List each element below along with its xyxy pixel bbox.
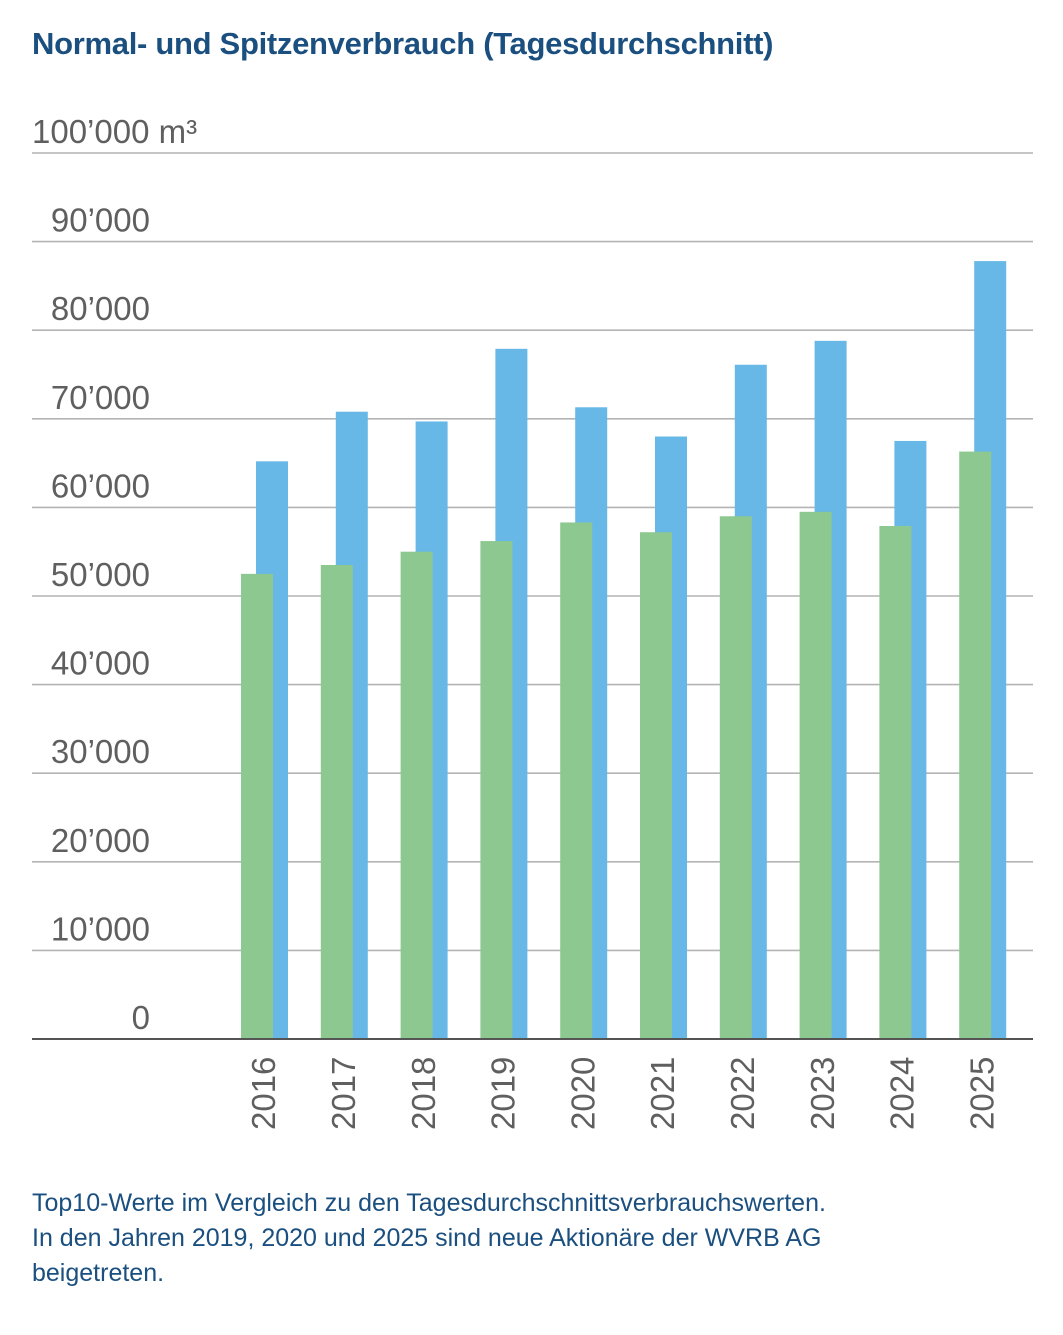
chart-title: Normal- und Spitzenverbrauch (Tagesdurch… xyxy=(32,26,774,61)
y-tick-label: 90’000 xyxy=(51,202,150,239)
bar-normal-2020 xyxy=(560,522,593,1039)
bar-normal-2016 xyxy=(241,573,273,1039)
x-tick-label: 2024 xyxy=(884,1057,921,1130)
y-tick-label: 10’000 xyxy=(51,910,150,947)
caption-line-2: In den Jahren 2019, 2020 und 2025 sind n… xyxy=(32,1224,822,1252)
y-tick-label: 30’000 xyxy=(51,733,150,770)
bar-normal-2021 xyxy=(640,532,672,1039)
x-tick-label: 2022 xyxy=(724,1057,761,1130)
bar-normal-2025 xyxy=(959,451,992,1039)
x-tick-label: 2016 xyxy=(245,1057,282,1130)
chart-caption: Top10-Werte im Vergleich zu den Tagesdur… xyxy=(32,1186,1032,1291)
bars xyxy=(241,261,1007,1040)
caption-line-1: Top10-Werte im Vergleich zu den Tagesdur… xyxy=(32,1189,826,1217)
bar-normal-2023 xyxy=(799,511,832,1040)
y-tick-label: 20’000 xyxy=(51,822,150,859)
x-axis-labels: 2016 2017 2018 2019 2020 2021 2022 2023 2024 2025 xyxy=(245,1057,1000,1130)
y-tick-label: 60’000 xyxy=(51,467,150,504)
x-tick-label: 2019 xyxy=(485,1057,522,1130)
x-tick-label: 2023 xyxy=(804,1057,841,1130)
gridlines xyxy=(32,152,1033,952)
y-tick-label: 100’000 m³ xyxy=(32,113,197,150)
caption-line-3: beigetreten. xyxy=(32,1259,165,1287)
bar-chart: 0 10’000 20’000 30’000 40’000 50’000 60’000 70’… xyxy=(32,113,1033,1130)
y-tick-label: 50’000 xyxy=(51,556,150,593)
bar-normal-2017 xyxy=(320,564,353,1039)
x-tick-label: 2021 xyxy=(644,1057,681,1130)
x-tick-label: 2025 xyxy=(963,1057,1000,1130)
x-tick-label: 2018 xyxy=(405,1057,442,1130)
bar-normal-2018 xyxy=(400,551,433,1039)
y-tick-label: 40’000 xyxy=(51,645,150,682)
x-tick-label: 2017 xyxy=(325,1057,362,1130)
y-axis-labels: 0 10’000 20’000 30’000 40’000 50’000 60’000 70’… xyxy=(32,113,197,1036)
bar-normal-2019 xyxy=(480,541,513,1039)
bar-normal-2022 xyxy=(719,516,752,1039)
y-tick-label: 70’000 xyxy=(51,379,150,416)
x-tick-label: 2020 xyxy=(564,1057,601,1130)
bar-normal-2024 xyxy=(879,526,912,1039)
y-tick-label: 0 xyxy=(132,999,150,1036)
y-tick-label: 80’000 xyxy=(51,290,150,327)
